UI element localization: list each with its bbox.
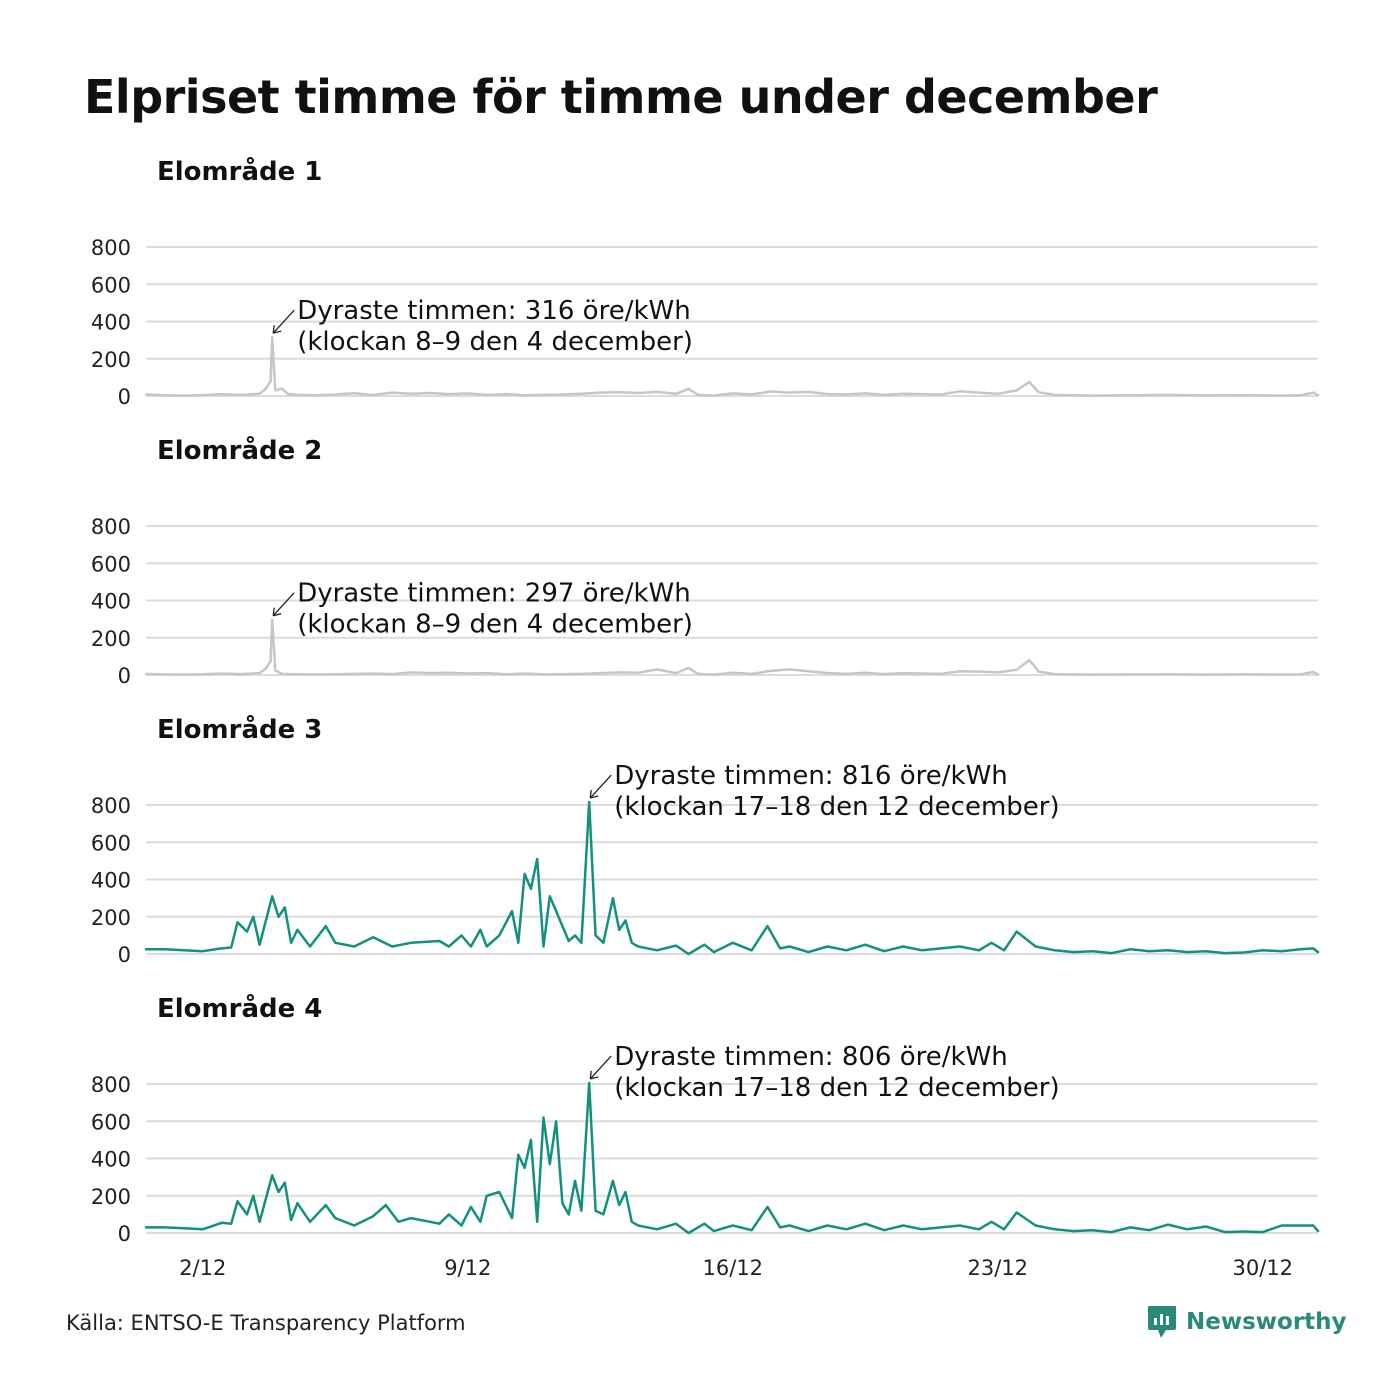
x-tick-label: 23/12 (968, 1256, 1029, 1280)
y-tick-label: 0 (118, 943, 131, 967)
annotation-line1: Dyraste timmen: 806 öre/kWh (614, 1042, 1008, 1072)
x-tick-label: 9/12 (444, 1256, 491, 1280)
brand-name: Newsworthy (1186, 1309, 1347, 1335)
annotation-line2: (klockan 8–9 den 4 december) (297, 610, 693, 640)
y-tick-label: 0 (118, 385, 131, 409)
series-line (144, 1081, 1320, 1235)
annotation-line2: (klockan 17–18 den 12 december) (614, 792, 1059, 822)
y-tick-label: 600 (91, 552, 131, 576)
y-tick-label: 600 (91, 831, 131, 855)
page-title: Elpriset timme för timme under december (84, 70, 1158, 124)
panel-title: Elområde 4 (157, 992, 322, 1024)
annotation-line2: (klockan 17–18 den 12 december) (614, 1073, 1059, 1103)
y-tick-label: 600 (91, 1110, 131, 1134)
series-line (144, 800, 1320, 956)
y-tick-label: 800 (91, 236, 131, 260)
annotation-arrowhead (589, 789, 599, 799)
y-tick-label: 400 (91, 869, 131, 893)
series-line (144, 335, 1320, 397)
y-tick-label: 400 (91, 590, 131, 614)
annotation-arrowhead (272, 607, 282, 617)
annotation-arrow (272, 592, 295, 617)
annotation-arrow (589, 1055, 612, 1080)
annotation-line1: Dyraste timmen: 316 öre/kWh (297, 296, 691, 326)
y-tick-label: 200 (91, 348, 131, 372)
annotation-arrowhead (589, 1070, 599, 1080)
y-tick-label: 200 (91, 906, 131, 930)
panel-title: Elområde 2 (157, 434, 322, 466)
y-tick-label: 200 (91, 627, 131, 651)
y-tick-label: 600 (91, 273, 131, 297)
brand-logo: Newsworthy (1146, 1304, 1347, 1340)
x-tick-label: 2/12 (179, 1256, 226, 1280)
y-tick-label: 800 (91, 794, 131, 818)
source-note: Källa: ENTSO-E Transparency Platform (66, 1311, 466, 1335)
panel-title: Elområde 1 (157, 155, 322, 187)
y-tick-label: 0 (118, 1222, 131, 1246)
y-tick-label: 400 (91, 311, 131, 335)
series-line (144, 618, 1320, 676)
annotation-arrow (589, 774, 612, 799)
x-tick-label: 30/12 (1233, 1256, 1294, 1280)
y-tick-label: 0 (118, 664, 131, 688)
newsworthy-logo-icon (1148, 1306, 1176, 1338)
annotation-arrowhead (272, 325, 282, 334)
y-tick-label: 800 (91, 515, 131, 539)
y-tick-label: 200 (91, 1185, 131, 1209)
x-tick-label: 16/12 (703, 1256, 764, 1280)
panel-title: Elområde 3 (157, 713, 322, 745)
annotation-line1: Dyraste timmen: 816 öre/kWh (614, 761, 1008, 791)
y-tick-label: 800 (91, 1073, 131, 1097)
y-tick-label: 400 (91, 1148, 131, 1172)
annotation-line2: (klockan 8–9 den 4 december) (297, 327, 693, 357)
annotation-arrow (272, 309, 295, 334)
annotation-line1: Dyraste timmen: 297 öre/kWh (297, 579, 691, 609)
